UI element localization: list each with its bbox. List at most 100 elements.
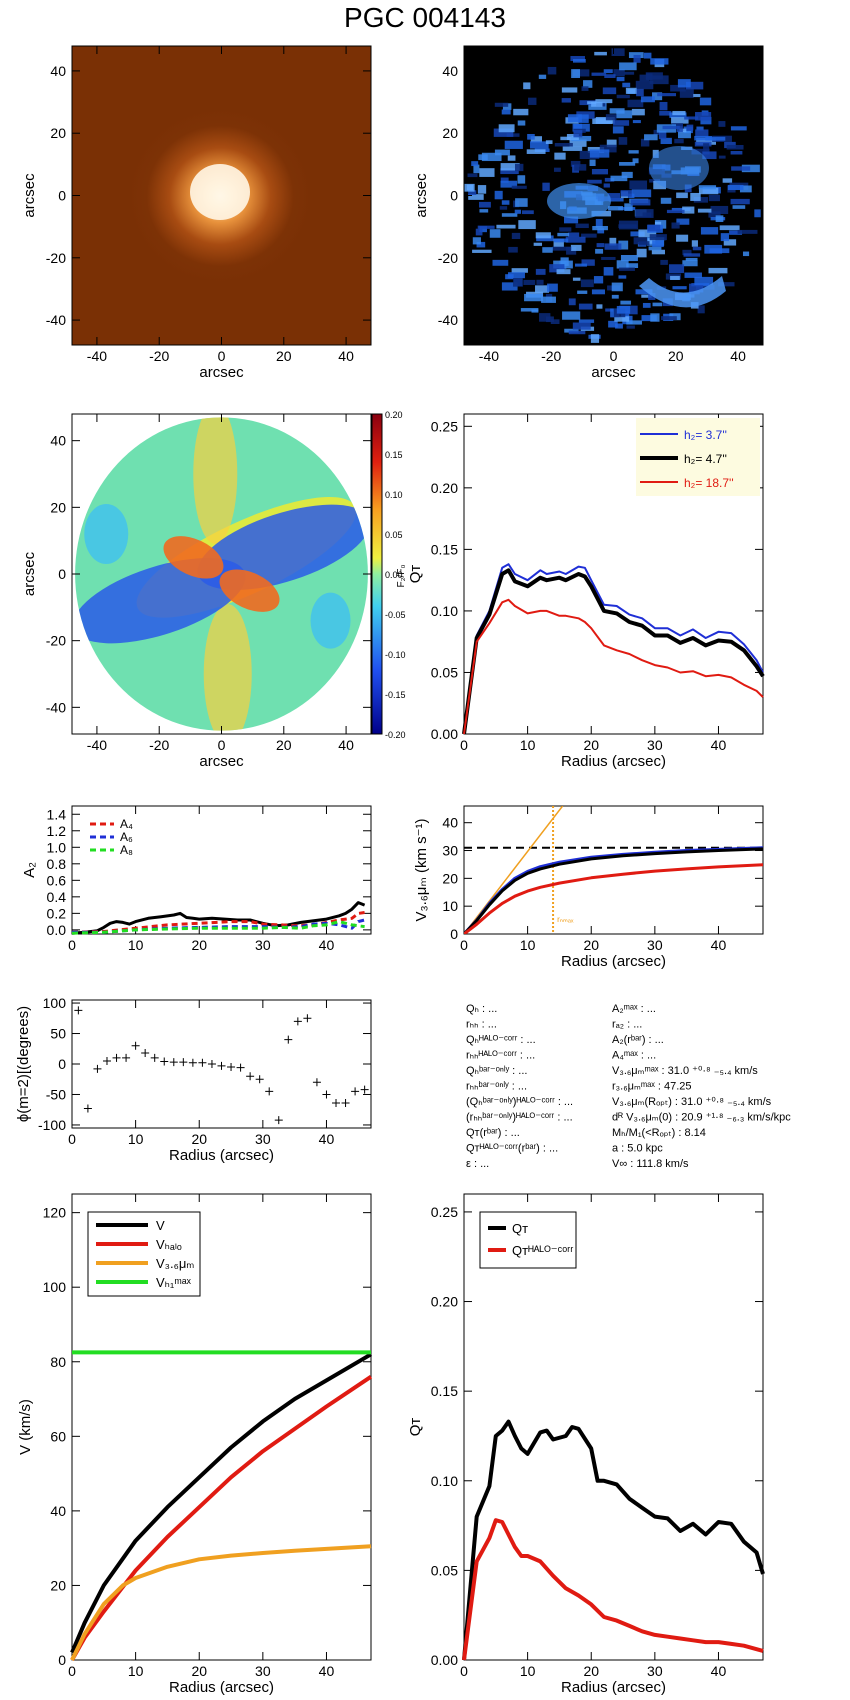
panel2-blob [647,238,656,244]
parameter-right-row: V∞ : 111.8 km/s [612,1158,689,1170]
panel3-colorbar-tick-label: -0.10 [385,650,406,660]
panel2-ytick-label: 0 [450,188,458,204]
panel4-xtick-label: 0 [460,737,468,753]
panel2-blob [573,69,590,77]
panel8-ytick-label: 80 [50,1354,66,1370]
panel2-blob [536,279,544,285]
panel2-blob [710,205,729,215]
panel2-blob [476,241,486,248]
panel5-series-line [71,920,365,935]
panel2-blob [570,244,582,251]
panel4-ytick-label: 0.05 [431,664,458,680]
parameter-right-row: V₃.₆μₘᵐᵃˣ : 31.0 ⁺⁰·⁸ ₋₅.₄ km/s [612,1065,758,1077]
panel6-xtick-label: 40 [711,937,727,953]
panel2-blob [554,152,566,160]
panel3-xtick-label: 40 [338,737,354,753]
panel2-blob [573,130,583,138]
panel2-blob [635,209,654,218]
panel2-ylabel: arcsec [413,173,430,218]
panel1-ylabel: arcsec [21,173,38,218]
panel2-blob [730,126,747,131]
panel2-blob [494,149,510,156]
panel2-blob [493,128,514,137]
panel2-blob [602,87,617,95]
panel2-blob [698,187,719,195]
panel2-blob [530,141,549,149]
panel2-blob [513,108,529,116]
panel2-blob [646,73,653,81]
panel2-blob [566,133,579,141]
panel5-ytick-label: 0.6 [47,872,67,888]
panel7-scatter-point [246,1072,255,1081]
panel8-ytick-label: 20 [50,1577,66,1593]
panel2-blob [702,151,717,160]
panel2-blob [597,228,605,234]
panel2-blob [639,74,650,82]
panel7-scatter-point [303,1014,312,1023]
panel2-blob [464,183,475,192]
panel2-blob [526,149,546,154]
panel3-colorbar-tick-label: -0.05 [385,610,406,620]
panel2-blob [652,302,663,307]
panel2-blob [561,87,578,93]
panel2-blob [479,209,489,213]
panel5-ytick-label: 1.0 [47,839,67,855]
panel6-rmax-annotation: rₙₘₐₓ [557,915,574,924]
panel2-xtick-label: 0 [610,348,618,364]
panel8-legend-label: V [156,1218,165,1233]
panel2-blob [697,208,712,213]
panel2-blob [578,303,593,310]
panel2-blob [568,298,576,306]
panel2-blob [730,198,750,205]
panel3-cool-patch [310,592,351,649]
panel7-scatter-point [274,1116,283,1125]
panel2-blob [718,155,726,159]
panel2-blob [538,74,547,79]
panel2-blob [574,164,587,171]
panel2-blob [682,249,692,256]
panel7-scatter-point [341,1099,350,1108]
panel2-blob [644,134,658,141]
panel2-blob [501,282,518,291]
panel2-blob [754,209,761,218]
panel6-series-line [464,806,564,934]
panel4-series-line [463,598,764,735]
panel2-blob [674,138,684,144]
panel9-series-line [462,1419,765,1661]
panel5-ytick-label: 1.2 [47,823,67,839]
panel7-scatter-point [169,1058,178,1067]
panel2-blob [477,225,495,229]
panel2-blob [611,294,619,299]
panel2-blob [524,293,543,302]
panel3-colorbar-tick-label: 0.00 [385,570,403,580]
panel9-ytick-label: 0.20 [431,1294,458,1310]
panel2-blob [690,192,701,201]
panel2-blob [587,179,602,184]
panel2-blob [657,93,677,97]
panel2-blob [651,249,665,255]
panel1-xtick-label: -20 [149,348,169,364]
panel8-ytick-label: 120 [43,1205,67,1221]
panel2-blob [472,249,492,253]
panel7-ytick-label: -100 [38,1117,66,1133]
panel2-blob [652,240,664,248]
panel2-blob [608,206,623,211]
panel2-blob [500,163,520,171]
panel2-blob [535,232,551,239]
panel3-colorbar-tick-label: 0.15 [385,450,403,460]
panel4-xtick-label: 20 [583,737,599,753]
panel5-series-line [71,911,365,934]
panel2-blob [610,175,628,182]
panel2-blob [723,239,737,246]
panel2-blob [604,243,622,250]
panel4-legend-label: h₂= 18.7'' [684,476,734,490]
panel2-blob [642,302,651,308]
panel2-blob [660,137,672,145]
panel2-blob [626,325,635,329]
panel2-blob [511,232,521,240]
panel2-blob [671,207,691,211]
panel2-blob [468,190,477,196]
panel2-blob [671,222,680,229]
panel2-blob [613,69,625,77]
panel2-blob [592,226,608,231]
